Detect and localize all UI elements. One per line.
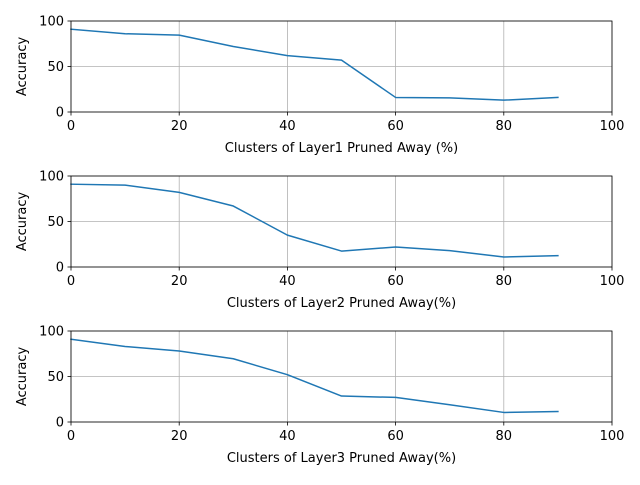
- chart-panel-1: 0 20 40 60 80 100 0 50 100 Clusters of Layer1 Pru…: [15, 15, 624, 157]
- x-tick-label: 20: [171, 429, 188, 444]
- y-tick-label: 100: [39, 325, 64, 340]
- x-tick-label: 100: [600, 119, 625, 134]
- x-tick-label: 60: [387, 429, 404, 444]
- x-tick-label: 40: [279, 274, 296, 289]
- x-axis-label: Clusters of Layer3 Pruned Away(%): [227, 451, 456, 466]
- x-axis-label: Clusters of Layer1 Pruned Away (%): [225, 141, 458, 156]
- y-tick-label: 0: [56, 416, 64, 431]
- y-axis-label: Accuracy: [15, 37, 30, 97]
- x-tick-label: 80: [496, 119, 513, 134]
- x-tick-label: 20: [171, 119, 188, 134]
- y-tick-label: 100: [39, 170, 64, 185]
- x-tick-label: 0: [67, 429, 75, 444]
- x-tick-label: 80: [496, 429, 513, 444]
- y-tick-label: 50: [47, 60, 64, 75]
- y-tick-label: 50: [47, 370, 64, 385]
- y-tick-label: 50: [47, 215, 64, 230]
- x-tick-label: 0: [67, 274, 75, 289]
- series-line-1: [70, 183, 559, 258]
- y-tick-label: 0: [56, 106, 64, 121]
- x-tick-label: 40: [279, 119, 296, 134]
- x-axis-label: Clusters of Layer2 Pruned Away(%): [227, 296, 456, 311]
- series-line-1: [70, 338, 559, 414]
- x-tick-label: 60: [387, 274, 404, 289]
- y-tick-label: 0: [56, 261, 64, 276]
- x-tick-label: 60: [387, 119, 404, 134]
- x-tick-label: 20: [171, 274, 188, 289]
- series-line-1: [70, 28, 559, 101]
- x-tick-label: 100: [600, 274, 625, 289]
- y-axis-label: Accuracy: [15, 347, 30, 407]
- y-axis-label: Accuracy: [15, 192, 30, 252]
- x-tick-label: 80: [496, 274, 513, 289]
- chart-panel-2: 0 20 40 60 80 100 0 50 100 Clusters of Layer2 Pru…: [15, 170, 624, 312]
- x-tick-label: 40: [279, 429, 296, 444]
- y-tick-label: 100: [39, 15, 64, 30]
- x-tick-label: 0: [67, 119, 75, 134]
- chart-panel-3: 0 20 40 60 80 100 0 50 100 Clusters of Layer3 Pru…: [15, 325, 624, 467]
- x-tick-label: 100: [600, 429, 625, 444]
